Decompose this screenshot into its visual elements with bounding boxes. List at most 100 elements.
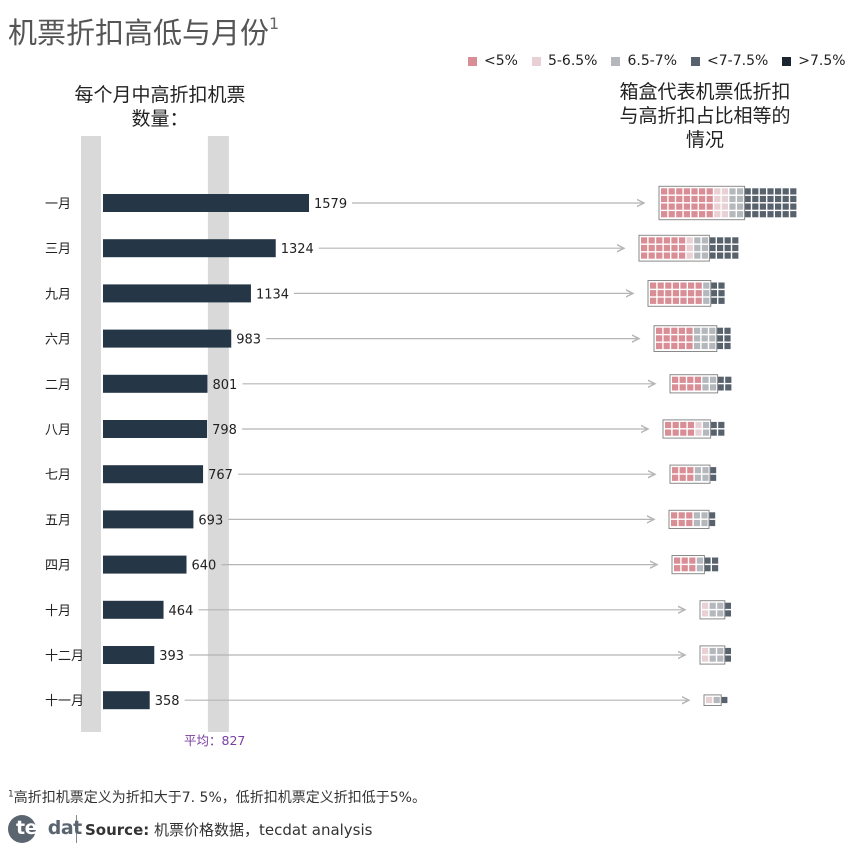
waffle-cell [721, 211, 728, 218]
waffle-box [647, 280, 712, 307]
value-label: 393 [159, 649, 184, 664]
waffle-cell [713, 696, 720, 704]
waffle-cell [701, 342, 708, 350]
waffle-box [671, 555, 705, 575]
waffle-cell [696, 565, 703, 572]
waffle-cell [759, 211, 766, 218]
waffle-cell [710, 474, 717, 481]
waffle-box [669, 464, 711, 484]
waffle-cell [674, 557, 681, 564]
waffle-cell [665, 421, 672, 429]
waffle-cell [671, 237, 678, 244]
month-label: 一月 [45, 197, 71, 212]
waffle-cell [702, 376, 709, 383]
waffle-cell [716, 342, 723, 350]
waffle-cell [683, 203, 690, 210]
waffle-cell [672, 429, 679, 436]
waffle-cell [683, 211, 690, 218]
waffle-cell [686, 512, 693, 519]
waffle-cell [678, 335, 685, 342]
waffle-cell [650, 290, 657, 297]
waffle-cell [744, 211, 751, 218]
left-band [81, 136, 101, 732]
waffle-cell [732, 237, 739, 244]
value-label: 801 [213, 378, 238, 393]
waffle-cell [686, 327, 693, 334]
divider [76, 815, 77, 843]
waffle-cell [656, 342, 663, 350]
waffle-cell [665, 297, 672, 304]
waffle-cell [710, 421, 717, 429]
waffle-cell [688, 297, 695, 304]
waffle-cell [672, 297, 679, 304]
waffle-cell [694, 467, 701, 474]
waffle-cell [688, 282, 695, 289]
waffle-cell [759, 203, 766, 210]
waffle-cell [724, 602, 731, 609]
waffle-box [662, 419, 712, 439]
bar [103, 239, 276, 258]
waffle-cell [661, 188, 668, 195]
waffle-cell [672, 474, 679, 481]
waffle-cell [678, 327, 685, 334]
waffle-cell [668, 211, 675, 218]
waffle-cell [702, 602, 709, 609]
average-label: 平均：827 [184, 733, 245, 748]
legend-swatch [782, 56, 792, 66]
waffle-cell [703, 297, 710, 304]
waffle-cell [724, 237, 731, 244]
waffle-cell [694, 342, 701, 350]
waffle-cell [691, 211, 698, 218]
waffle-cell [744, 188, 751, 195]
waffle-cell [680, 297, 687, 304]
waffle-cell [704, 557, 711, 564]
legend-label: 5-6.5% [547, 53, 598, 69]
waffle-cell [718, 429, 725, 436]
legend-item: 5-6.5% [531, 53, 598, 69]
waffle-cell [709, 244, 716, 252]
waffle-cell [672, 282, 679, 289]
bar [103, 691, 150, 710]
waffle-cell [656, 327, 663, 334]
waffle-cell [718, 421, 725, 429]
waffle-cell [699, 203, 706, 210]
month-label: 十二月 [45, 649, 84, 664]
bar [103, 194, 309, 212]
waffle-cell [717, 252, 724, 259]
waffle-cell [701, 519, 708, 527]
waffle-box [699, 600, 726, 620]
waffle-cell [752, 188, 759, 195]
value-label: 640 [191, 559, 216, 574]
waffle-cell [701, 335, 708, 342]
waffle-cell [648, 244, 655, 252]
value-label: 358 [155, 694, 180, 709]
value-label: 1324 [281, 242, 314, 257]
waffle-cell [699, 188, 706, 195]
waffle-cell [701, 252, 708, 259]
waffle-cell [724, 647, 731, 655]
bar [103, 284, 251, 303]
waffle-cell [782, 195, 789, 203]
month-label: 三月 [45, 242, 71, 257]
waffle-cell [656, 244, 663, 252]
waffle-cell [706, 195, 713, 203]
waffle-cell [679, 376, 686, 383]
waffle-cell [641, 252, 648, 259]
waffle-cell [718, 290, 725, 297]
waffle-cell [702, 610, 709, 617]
waffle-cell [665, 282, 672, 289]
waffle-cell [725, 384, 732, 391]
waffle-cell [671, 519, 678, 527]
waffle-cell [656, 237, 663, 244]
waffle-cell [744, 195, 751, 203]
waffle-cell [676, 195, 683, 203]
waffle-cell [709, 647, 716, 655]
waffle-cell [717, 244, 724, 252]
waffle-cell [717, 602, 724, 609]
waffle-cell [724, 252, 731, 259]
waffle-cell [657, 297, 664, 304]
waffle-cell [709, 335, 716, 342]
waffle-cell [716, 335, 723, 342]
waffle-cell [699, 195, 706, 203]
waffle-cell [691, 188, 698, 195]
